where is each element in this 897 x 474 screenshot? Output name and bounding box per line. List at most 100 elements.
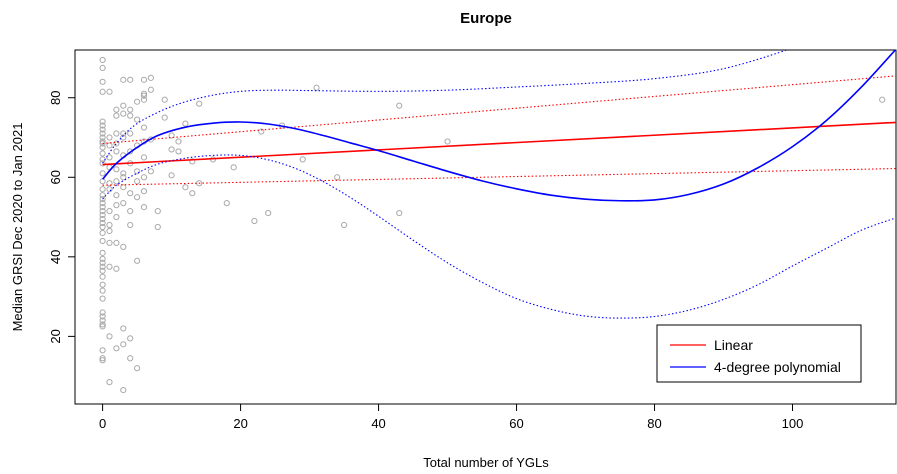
data-point — [99, 204, 106, 211]
data-point — [113, 166, 120, 173]
data-point — [396, 209, 403, 217]
y-axis: 20 40 60 80 — [48, 90, 75, 344]
data-point — [99, 150, 106, 157]
data-point — [99, 357, 106, 364]
data-point — [106, 333, 113, 340]
data-point — [879, 96, 886, 103]
linear-fit-line — [102, 121, 896, 166]
data-point — [189, 158, 196, 165]
data-point — [99, 122, 106, 129]
data-point — [99, 186, 106, 193]
data-point — [133, 178, 141, 185]
x-tick-label: 40 — [371, 416, 385, 431]
data-point — [113, 140, 120, 147]
data-point — [265, 209, 272, 217]
data-point — [120, 170, 127, 177]
data-point — [99, 160, 106, 167]
data-point — [99, 281, 106, 288]
data-point — [161, 114, 168, 121]
data-point — [106, 142, 113, 149]
x-axis-label: Total number of YGLs — [423, 455, 549, 470]
plot-frame — [74, 49, 897, 405]
data-point — [140, 90, 148, 97]
data-point — [182, 120, 189, 127]
legend-label-polynomial: 4-degree polynomial — [714, 359, 841, 375]
data-point — [99, 215, 106, 223]
y-tick-label: 80 — [48, 90, 63, 104]
linear-lower-band — [102, 167, 896, 186]
data-point — [140, 204, 148, 211]
data-point — [99, 287, 106, 294]
data-point — [127, 106, 134, 113]
x-tick-label: 100 — [782, 416, 804, 431]
data-point — [161, 96, 168, 103]
data-point — [133, 365, 141, 372]
data-point — [140, 188, 148, 195]
data-point — [106, 134, 113, 141]
data-point — [99, 219, 106, 227]
data-point — [113, 130, 120, 137]
data-point — [106, 207, 113, 215]
linear-upper-band — [102, 75, 896, 145]
data-point — [396, 102, 403, 109]
y-tick-label: 20 — [48, 329, 63, 343]
data-point — [127, 207, 134, 215]
data-point — [106, 180, 113, 187]
data-point — [120, 184, 127, 191]
data-point — [127, 190, 134, 197]
polynomial-fit-line — [101, 50, 896, 202]
data-point — [99, 170, 106, 177]
data-point — [99, 207, 106, 215]
data-point — [299, 156, 306, 163]
data-point — [99, 323, 106, 330]
data-point — [175, 148, 182, 155]
data-point — [99, 130, 106, 137]
legend: Linear 4-degree polynomial — [656, 324, 862, 383]
data-point — [230, 164, 237, 171]
data-point — [99, 196, 106, 203]
x-tick-label: 80 — [647, 416, 661, 431]
data-point — [140, 174, 148, 181]
x-tick-label: 20 — [233, 416, 247, 431]
data-point — [147, 74, 154, 81]
data-point — [99, 321, 106, 328]
data-point — [120, 174, 127, 181]
data-point — [140, 76, 148, 83]
data-point — [120, 134, 127, 141]
data-point — [127, 355, 134, 362]
data-point — [196, 100, 203, 107]
data-point — [127, 112, 134, 119]
data-point — [313, 84, 320, 91]
data-point — [251, 217, 258, 225]
data-point — [120, 200, 127, 207]
data-point — [133, 257, 141, 264]
data-point — [99, 259, 106, 266]
data-point — [140, 96, 148, 103]
data-point — [120, 341, 127, 348]
data-point — [154, 223, 161, 231]
data-point — [99, 237, 106, 245]
data-point — [127, 148, 134, 155]
data-point — [120, 325, 127, 332]
data-point — [106, 88, 113, 95]
data-point — [154, 207, 161, 215]
data-point — [106, 154, 113, 161]
data-point — [99, 255, 106, 262]
data-point — [189, 190, 196, 197]
data-point — [106, 379, 113, 386]
data-point — [182, 184, 189, 191]
data-point — [99, 249, 106, 256]
data-point — [140, 92, 148, 99]
y-tick-label: 40 — [48, 250, 63, 264]
data-point — [140, 154, 148, 161]
data-point — [113, 112, 120, 119]
data-point — [113, 192, 120, 199]
legend-label-linear: Linear — [714, 337, 753, 353]
polynomial-upper-band — [102, 50, 789, 164]
data-point — [99, 134, 106, 141]
data-point — [99, 273, 106, 280]
data-point — [120, 110, 127, 117]
data-point — [113, 148, 120, 155]
data-point — [99, 355, 106, 362]
